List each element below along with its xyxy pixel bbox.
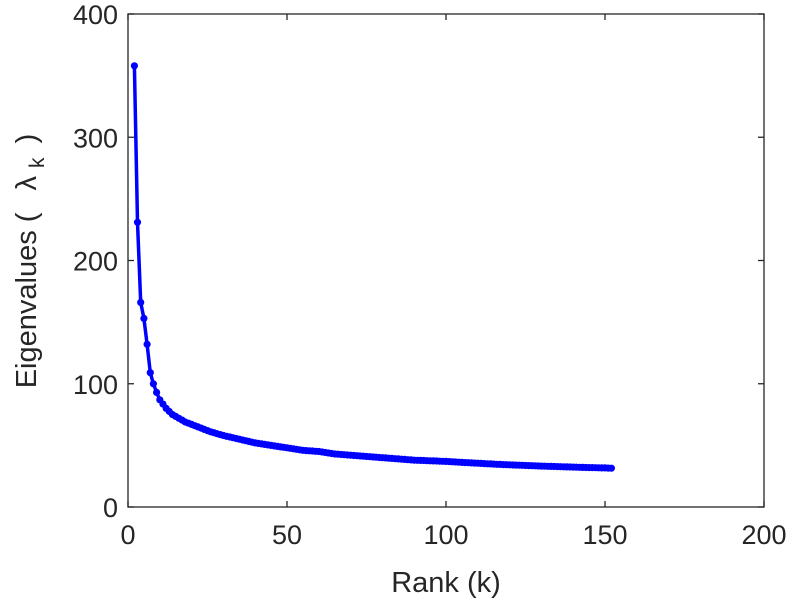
y-axis-title-close: ) bbox=[11, 134, 43, 144]
data-point bbox=[137, 298, 145, 306]
x-tick-label: 0 bbox=[120, 520, 135, 550]
y-tick-label: 200 bbox=[73, 247, 118, 277]
x-axis: 0 50 100 150 200 bbox=[120, 14, 787, 550]
y-tick-label: 300 bbox=[73, 123, 118, 153]
y-axis: 0 100 200 300 400 bbox=[73, 0, 764, 523]
y-axis-title-symbol: λ bbox=[11, 176, 43, 191]
data-point bbox=[146, 369, 154, 377]
y-tick-label: 100 bbox=[73, 370, 118, 400]
x-axis-title: Rank (k) bbox=[391, 567, 501, 599]
data-point bbox=[133, 218, 142, 226]
x-tick-label: 100 bbox=[423, 520, 468, 550]
x-tick-label: 50 bbox=[272, 520, 302, 550]
y-axis-title-subscript: k bbox=[26, 157, 49, 168]
y-axis-title: Eigenvalues ( λ k ) bbox=[11, 134, 51, 389]
data-point bbox=[130, 62, 138, 70]
data-point bbox=[607, 464, 616, 472]
data-point bbox=[153, 388, 161, 396]
x-tick-label: 200 bbox=[741, 520, 786, 550]
y-tick-label: 400 bbox=[73, 0, 118, 30]
y-tick-label: 0 bbox=[103, 493, 118, 523]
series-points bbox=[130, 62, 616, 472]
data-point bbox=[143, 340, 151, 348]
data-point bbox=[149, 380, 157, 388]
series-line bbox=[132, 65, 612, 470]
y-axis-title-text: Eigenvalues ( bbox=[11, 212, 43, 388]
data-point bbox=[140, 314, 148, 322]
x-tick-label: 150 bbox=[582, 520, 627, 550]
